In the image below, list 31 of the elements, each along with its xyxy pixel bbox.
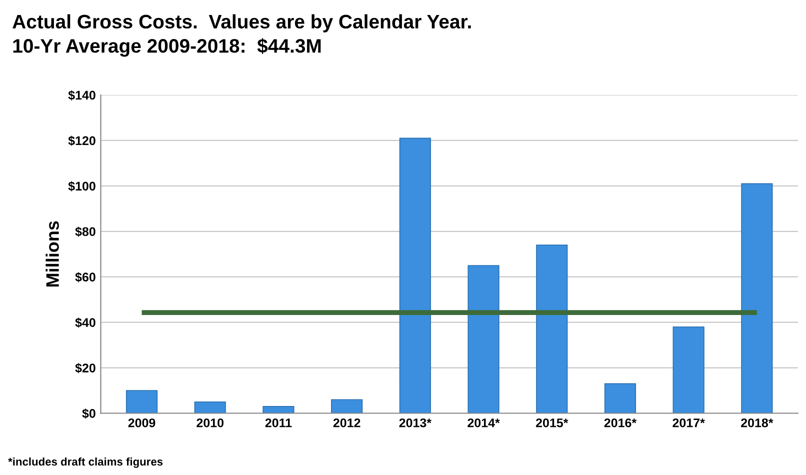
bar <box>536 244 568 414</box>
y-tick-label: $140 <box>68 90 96 100</box>
y-tick-label: $20 <box>75 363 96 374</box>
bar <box>672 326 704 414</box>
bar <box>194 401 226 414</box>
x-tick-label: 2014* <box>468 418 500 428</box>
y-tick-label: $80 <box>75 226 96 237</box>
x-tick-label: 2010 <box>196 418 224 428</box>
y-tick-label: $120 <box>68 136 96 146</box>
bar <box>262 406 294 414</box>
y-tick-label: $100 <box>68 181 96 192</box>
x-tick-label: 2017* <box>672 418 705 428</box>
x-tick-label: 2018* <box>741 418 774 428</box>
bar <box>399 138 431 414</box>
x-tick-label: 2015* <box>536 418 568 428</box>
x-tick-label: 2013* <box>399 418 432 428</box>
bar <box>604 383 636 414</box>
text: *includes draft claims figures <box>8 457 163 468</box>
x-tick-label: 2016* <box>604 418 637 428</box>
x-tick-label: 2009 <box>128 418 156 428</box>
bar <box>468 265 500 414</box>
chart-title: Actual Gross Costs. Values are by Calendar Year. 10-Yr Average 2009-2018: $44.3M <box>12 14 471 57</box>
y-tick-label: $60 <box>75 272 96 282</box>
bar <box>331 399 363 414</box>
y-tick-label: $40 <box>75 318 96 328</box>
bar <box>126 390 158 414</box>
y-axis-title: Millions <box>46 221 59 287</box>
x-tick-label: 2012 <box>333 418 360 428</box>
y-tick-label: $0 <box>82 408 96 419</box>
bar <box>741 183 773 414</box>
x-tick-label: 2011 <box>265 418 292 428</box>
